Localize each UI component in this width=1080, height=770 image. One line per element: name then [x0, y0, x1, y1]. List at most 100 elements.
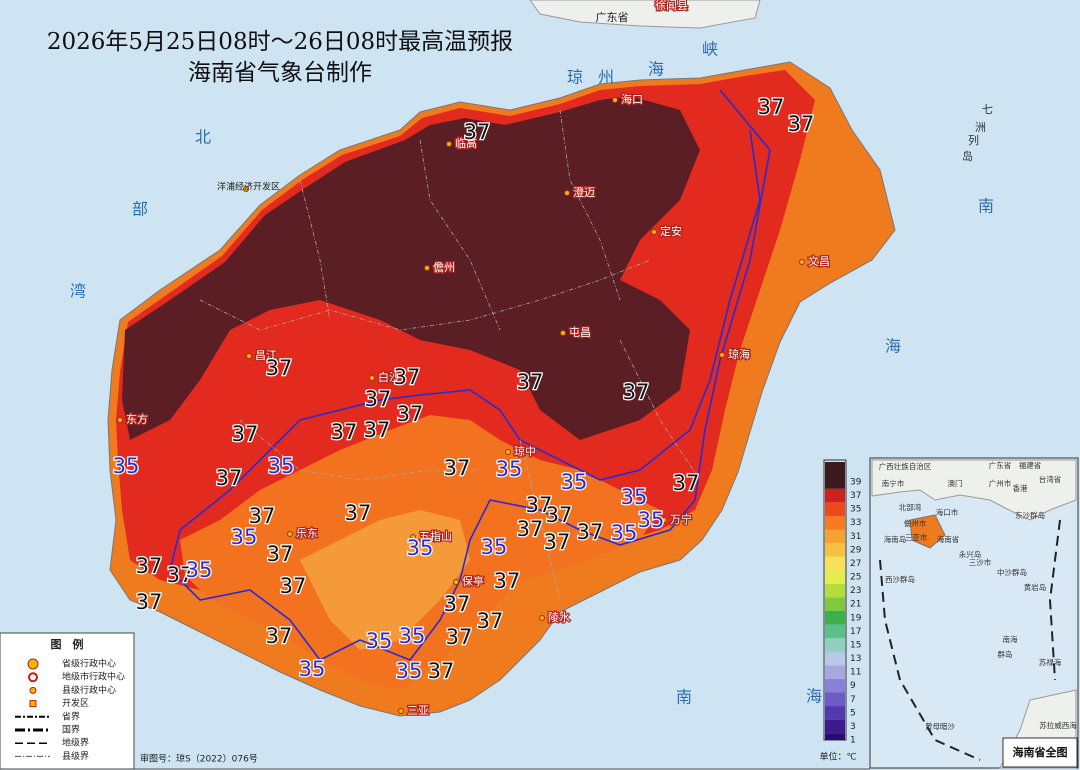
- subtitle: 海南省气象台制作: [188, 60, 372, 86]
- inset-label: 广西壮族自治区: [879, 461, 932, 471]
- colorbar-band: [825, 583, 845, 598]
- place-marker: [446, 141, 452, 147]
- contour-label-35: 35: [496, 457, 523, 481]
- colorbar-band: [825, 488, 845, 503]
- neighbor-label: 徐闻县: [655, 0, 688, 12]
- contour-label-35: 35: [299, 657, 326, 681]
- contour-label-35: 35: [186, 558, 213, 582]
- contour-label-37: 37: [136, 554, 163, 578]
- contour-label-37: 37: [365, 387, 392, 411]
- inset-label: 三沙市: [969, 557, 992, 567]
- contour-label-37: 37: [267, 542, 294, 566]
- inset-label: 黄岩岛: [1024, 582, 1047, 592]
- contour-label-37: 37: [546, 503, 573, 527]
- legend-title: 图 例: [51, 637, 84, 651]
- inset-label: 南宁市: [882, 478, 905, 488]
- colorbar-tick-label: 33: [850, 518, 861, 528]
- inset-label: 永兴岛: [959, 549, 982, 559]
- colorbar-tick-label: 25: [850, 573, 861, 583]
- contour-label-35: 35: [407, 536, 434, 560]
- legend-label: 地级市行政中心: [62, 671, 125, 683]
- place-label: 定安: [660, 224, 682, 238]
- place-marker: [424, 265, 430, 271]
- contour-label-35: 35: [396, 659, 423, 683]
- place-label: 琼中: [514, 444, 536, 458]
- neighbor-label: 广东省: [596, 11, 629, 24]
- colorbar-band: [825, 543, 845, 557]
- place-marker: [719, 352, 725, 358]
- mainland: [529, 0, 761, 29]
- colorbar-tick-label: 35: [850, 505, 861, 515]
- colorbar-band: [825, 651, 845, 666]
- legend-label: 县级行政中心: [62, 684, 116, 696]
- inset-label: 北部湾: [899, 502, 922, 512]
- legend-symbol: [29, 686, 37, 694]
- contour-label-35: 35: [231, 525, 258, 549]
- contour-label-37: 37: [249, 504, 276, 528]
- place-marker: [539, 615, 545, 621]
- colorbar-tick-label: 21: [850, 600, 861, 610]
- place-marker: [369, 375, 375, 381]
- place-label: 昌江: [255, 349, 277, 362]
- contour-35: [169, 89, 771, 662]
- contour-label-37: 37: [364, 418, 391, 442]
- approval-number: 审图号：琼S（2022）076号: [140, 753, 258, 765]
- colorbar-band: [825, 624, 845, 639]
- contour-label-37: 37: [464, 120, 491, 144]
- place-label: 三亚: [407, 704, 429, 717]
- contour-label-37: 37: [758, 95, 785, 119]
- place-label: 陵水: [548, 611, 570, 624]
- contour-label-37: 37: [544, 530, 571, 554]
- nine-dash-line: [879, 519, 1061, 761]
- inset-label: 儋州市: [904, 518, 927, 528]
- inset-label: 广州市: [989, 478, 1012, 488]
- contour-label-37: 37: [136, 590, 163, 614]
- place-marker: [651, 229, 657, 235]
- contour-label-37: 37: [788, 112, 815, 136]
- legend-symbol: [28, 672, 38, 683]
- colorbar-tick-label: 39: [850, 478, 862, 488]
- legend-label: 开发区: [62, 697, 89, 709]
- legend-symbol: [29, 700, 37, 708]
- contour-label-37: 37: [444, 592, 471, 616]
- colorbar-band: [825, 556, 845, 571]
- legend-box: [0, 632, 135, 770]
- place-marker: [246, 353, 252, 359]
- place-label: 澄迈: [573, 185, 595, 199]
- inset-label: 海口市: [936, 507, 959, 517]
- contour-label-37: 37: [266, 624, 293, 648]
- place-label: 五指山: [419, 529, 452, 543]
- place-marker: [799, 259, 805, 265]
- place-marker: [505, 449, 511, 455]
- island-dark: [122, 96, 700, 440]
- contour-label-35: 35: [611, 521, 638, 545]
- place-marker: [410, 534, 416, 540]
- inset-label: 曾母暗沙: [925, 721, 955, 731]
- contour-label-37: 37: [517, 517, 544, 541]
- colorbar-band: [825, 692, 845, 707]
- colorbar-tick-label: 3: [850, 722, 856, 732]
- colorbar-tick-label: 7: [850, 695, 856, 705]
- inset-label: 广东省: [989, 460, 1012, 470]
- contour-label-37: 37: [397, 402, 424, 426]
- colorbar-tick-label: 1: [850, 736, 856, 746]
- inset-label: 福建省: [1019, 460, 1042, 470]
- colorbar-band: [825, 678, 845, 693]
- title: 2026年5月25日08时～26日08时最高温预报: [47, 29, 513, 55]
- county-borders: [199, 109, 701, 601]
- colorbar-tick-label: 31: [850, 532, 861, 542]
- inset-title-box: [1002, 737, 1078, 768]
- inset-label: 海南岛: [884, 534, 907, 544]
- colorbar-band: [825, 719, 845, 734]
- contour-label-37: 37: [394, 365, 421, 389]
- inset-title: 海南省全图: [1013, 745, 1068, 759]
- contour-label-37: 37: [446, 625, 473, 649]
- inset-label: 澳门: [948, 478, 963, 488]
- place-label: 万宁: [670, 512, 692, 526]
- place-label: 儋州: [433, 261, 455, 274]
- contour-label-37: 37: [444, 456, 471, 480]
- inset-label: 西沙群岛: [885, 574, 915, 584]
- legend-label: 县级界: [62, 750, 89, 762]
- contour-label-35: 35: [366, 629, 393, 653]
